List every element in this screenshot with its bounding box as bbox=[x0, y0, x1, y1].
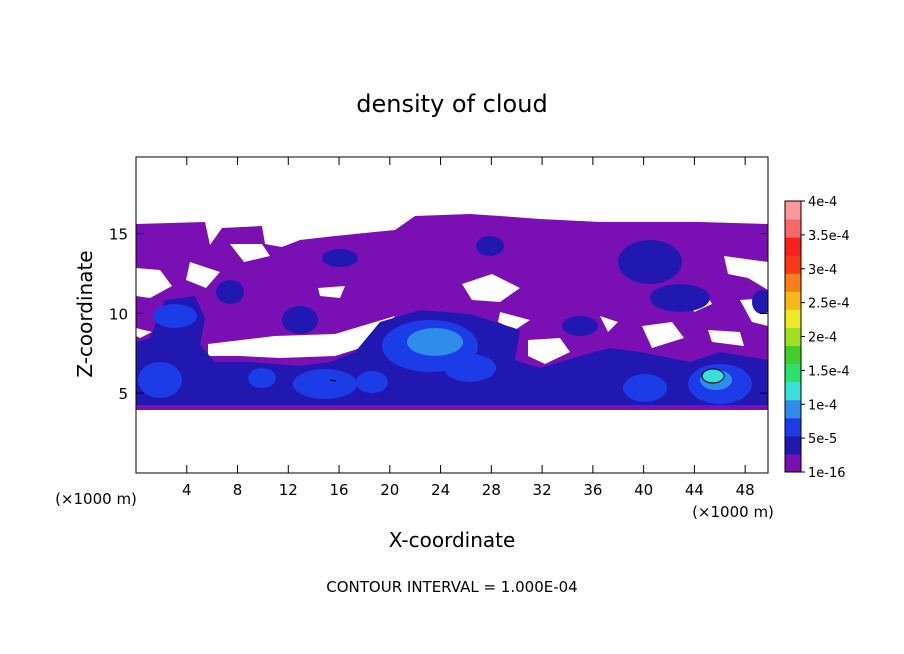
contour-interval-note: CONTOUR INTERVAL = 1.000E-04 bbox=[326, 578, 577, 596]
clear-air-gaps bbox=[136, 244, 768, 364]
density-field bbox=[136, 157, 768, 473]
x-axis-ticks: 4 8 12 16 20 24 28 32 36 40 44 48 bbox=[182, 157, 755, 499]
x-axis-label: X-coordinate bbox=[389, 528, 516, 552]
y-tick-label: 10 bbox=[109, 305, 128, 323]
colorbar-swatch bbox=[785, 273, 801, 292]
x-tick-label: 12 bbox=[279, 481, 298, 499]
colorbar-swatch bbox=[785, 255, 801, 274]
y-axis-ticks: 5 10 15 bbox=[109, 226, 768, 403]
colorbar: 1e-16 5e-5 1e-4 1.5e-4 2e-4 2.5e-4 3e-4 3.5e-4 4… bbox=[784, 195, 850, 481]
x-tick-label: 20 bbox=[380, 481, 399, 499]
y-tick-label: 5 bbox=[118, 385, 128, 403]
colorbar-swatch bbox=[785, 399, 801, 419]
colorbar-swatch bbox=[785, 435, 801, 455]
x-tick-label: 24 bbox=[431, 481, 450, 499]
x-tick-label: 28 bbox=[482, 481, 501, 499]
colorbar-swatch bbox=[785, 327, 801, 347]
x-tick-label: 48 bbox=[736, 481, 755, 499]
x-tick-label: 4 bbox=[182, 481, 192, 499]
y-axis-label: Z-coordinate bbox=[73, 250, 97, 377]
x-unit-left: (×1000 m) bbox=[55, 490, 137, 508]
x-tick-label: 8 bbox=[233, 481, 243, 499]
x-tick-label: 40 bbox=[634, 481, 653, 499]
x-unit-right: (×1000 m) bbox=[692, 503, 774, 521]
colorbar-swatch bbox=[785, 201, 801, 220]
colorbar-label: 3e-4 bbox=[808, 263, 837, 278]
colorbar-swatch bbox=[785, 381, 801, 401]
contour-fill-1.5e-4 bbox=[702, 369, 724, 383]
plot-frame bbox=[135, 156, 769, 474]
colorbar-label: 4e-4 bbox=[808, 195, 837, 210]
colorbar-swatch bbox=[785, 453, 801, 473]
colorbar-swatch bbox=[785, 291, 801, 310]
colorbar-label: 1e-16 bbox=[808, 466, 846, 481]
x-tick-label: 16 bbox=[330, 481, 349, 499]
colorbar-swatch bbox=[785, 309, 801, 328]
contour-lines bbox=[329, 368, 725, 384]
colorbar-swatch bbox=[785, 219, 801, 238]
colorbar-swatch bbox=[785, 345, 801, 365]
colorbar-swatch bbox=[785, 237, 801, 256]
colorbar-label: 5e-5 bbox=[808, 432, 837, 447]
x-tick-label: 44 bbox=[685, 481, 704, 499]
chart-title: density of cloud bbox=[356, 90, 547, 118]
colorbar-label: 2.5e-4 bbox=[808, 297, 850, 312]
colorbar-swatch bbox=[785, 417, 801, 437]
colorbar-label: 3.5e-4 bbox=[808, 229, 850, 244]
x-tick-label: 32 bbox=[533, 481, 552, 499]
colorbar-label: 2e-4 bbox=[808, 331, 837, 346]
colorbar-swatch bbox=[785, 363, 801, 383]
x-tick-label: 36 bbox=[583, 481, 602, 499]
y-tick-label: 15 bbox=[109, 226, 128, 244]
colorbar-label: 1e-4 bbox=[808, 398, 837, 413]
colorbar-label: 1.5e-4 bbox=[808, 364, 850, 379]
